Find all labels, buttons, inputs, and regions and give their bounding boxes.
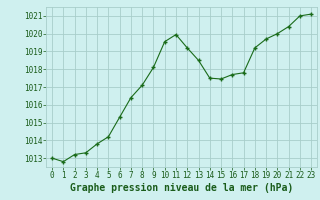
X-axis label: Graphe pression niveau de la mer (hPa): Graphe pression niveau de la mer (hPa) xyxy=(70,183,293,193)
